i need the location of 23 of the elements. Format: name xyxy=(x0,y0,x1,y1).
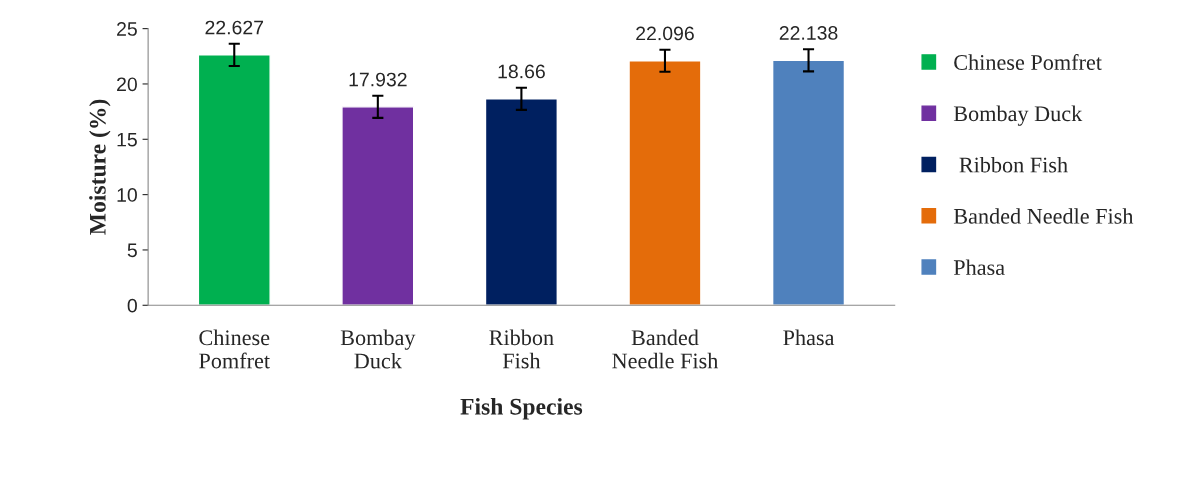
x-tick-label: Phasa xyxy=(783,329,835,346)
y-tick-label: 20 xyxy=(117,77,137,92)
data-label: 22.627 xyxy=(205,20,264,35)
legend-label: Bombay Duck xyxy=(953,105,1083,126)
legend-label: Chinese Pomfret xyxy=(954,54,1102,70)
legend-label: Banded Needle Fish xyxy=(953,208,1134,224)
y-tick-label: 5 xyxy=(127,243,137,258)
y-tick-label: 25 xyxy=(117,22,137,36)
x-tick-label: Bombay Duck xyxy=(340,329,416,369)
legend-label: Phasa xyxy=(953,259,1005,276)
x-axis-title: Fish Species xyxy=(460,398,583,420)
x-tick-label: Banded Needle Fish xyxy=(612,329,719,369)
y-axis-title: Moisture (%) xyxy=(89,99,111,235)
y-tick-label: 15 xyxy=(117,132,137,147)
data-label: 18.66 xyxy=(498,64,545,79)
x-tick-label: Chinese Pomfret xyxy=(199,329,270,369)
y-tick-label: 0 xyxy=(127,298,137,313)
data-label: 17.932 xyxy=(349,72,407,87)
legend-label: Ribbon Fish xyxy=(959,156,1068,173)
data-label: 22.138 xyxy=(779,26,838,40)
y-tick-label: 10 xyxy=(117,188,137,202)
x-tick-label: Ribbon Fish xyxy=(489,329,554,369)
data-label: 22.096 xyxy=(636,26,694,41)
